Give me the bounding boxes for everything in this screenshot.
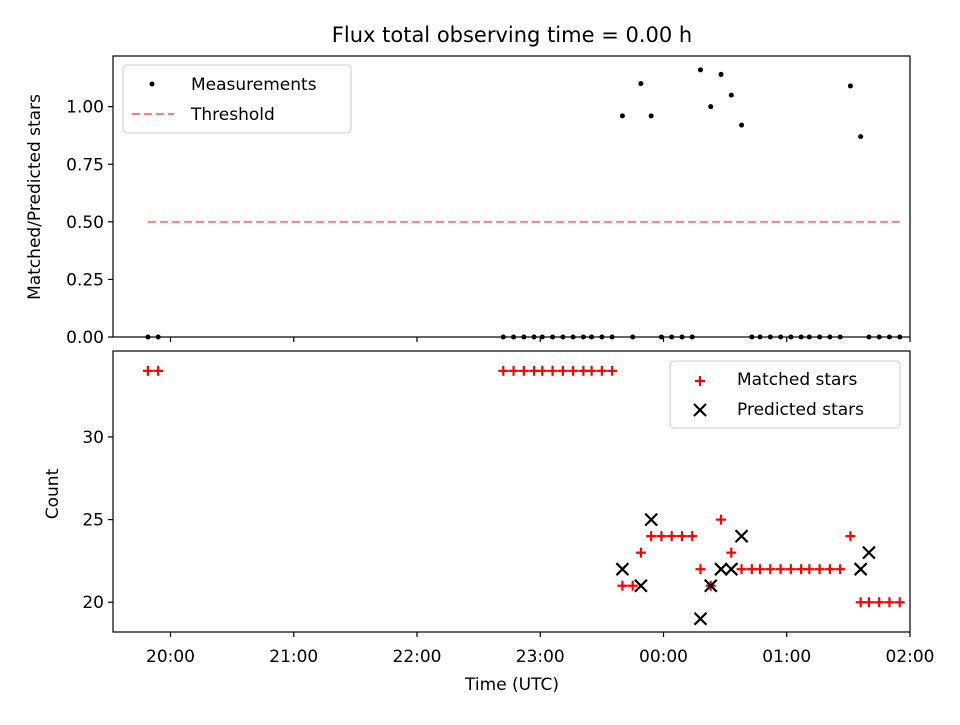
top-series-measurements bbox=[145, 67, 903, 340]
matched-star-point bbox=[687, 531, 698, 542]
top-legend: Measurements Threshold bbox=[122, 64, 352, 134]
matched-star-point bbox=[557, 365, 568, 376]
bottom-x-tick-label: 01:00 bbox=[762, 647, 811, 667]
matched-star-point bbox=[607, 365, 618, 376]
predicted-star-point bbox=[734, 529, 749, 543]
matched-star-point bbox=[765, 564, 776, 575]
matched-star-point bbox=[635, 547, 646, 558]
matched-legend-label: Matched stars bbox=[737, 370, 857, 390]
predicted-legend-label: Predicted stars bbox=[737, 400, 864, 420]
matched-star-point bbox=[586, 365, 597, 376]
measurements-legend-label: Measurements bbox=[191, 75, 317, 95]
bottom-y-axis-label: Count bbox=[43, 468, 63, 519]
matched-star-point bbox=[874, 597, 885, 608]
bottom-y-tick-label: 30 bbox=[82, 428, 104, 448]
predicted-star-point bbox=[862, 545, 876, 560]
measurement-point bbox=[708, 104, 714, 110]
matched-star-point bbox=[666, 531, 677, 542]
matched-star-point bbox=[547, 365, 558, 376]
bottom-plot-area: 20 25 30 20:00 21:00 22:00 23:00 00:00 01:00 02:0… bbox=[82, 350, 935, 667]
matched-star-point bbox=[804, 564, 815, 575]
bottom-series-matched-stars bbox=[142, 365, 905, 608]
measurement-point bbox=[847, 83, 853, 89]
top-legend-box bbox=[122, 64, 352, 134]
matched-star-point bbox=[656, 531, 667, 542]
top-y-tick-label: 0.25 bbox=[66, 270, 104, 290]
top-plot-area: 0.00 0.25 0.50 0.75 1.00 bbox=[66, 55, 911, 348]
bottom-legend: Matched stars Predicted stars bbox=[669, 360, 901, 429]
matched-star-point bbox=[835, 564, 846, 575]
matched-star-point bbox=[568, 365, 579, 376]
bottom-axes-frame bbox=[112, 350, 911, 633]
top-y-axis-label: Matched/Predicted stars bbox=[25, 94, 45, 300]
matched-star-point bbox=[884, 597, 895, 608]
matched-star-point bbox=[537, 365, 548, 376]
matched-star-point bbox=[518, 365, 529, 376]
top-y-tick-label: 1.00 bbox=[66, 98, 104, 118]
matched-star-point bbox=[736, 564, 747, 575]
bottom-legend-box bbox=[669, 360, 901, 429]
matched-star-point bbox=[508, 365, 519, 376]
bottom-series-predicted-stars bbox=[615, 512, 876, 626]
matched-star-point bbox=[845, 531, 856, 542]
bottom-x-tick-label: 21:00 bbox=[269, 647, 318, 667]
matched-star-point bbox=[824, 564, 835, 575]
measurement-point bbox=[739, 122, 745, 128]
matched-star-point bbox=[726, 547, 737, 558]
predicted-star-point bbox=[644, 512, 658, 527]
bottom-x-axis-label: Time (UTC) bbox=[464, 675, 559, 695]
threshold-legend-label: Threshold bbox=[190, 105, 275, 125]
bottom-y-tick-label: 20 bbox=[82, 593, 104, 613]
measurement-point bbox=[728, 92, 734, 98]
matched-star-point bbox=[142, 365, 153, 376]
matched-star-point bbox=[498, 365, 509, 376]
bottom-x-tick-label: 20:00 bbox=[146, 647, 195, 667]
matched-star-point bbox=[695, 564, 706, 575]
measurement-point bbox=[648, 113, 654, 119]
matched-star-point bbox=[716, 514, 727, 525]
matched-legend-marker bbox=[695, 376, 705, 386]
bottom-x-tick-label: 02:00 bbox=[886, 647, 935, 667]
measurements-legend-marker bbox=[149, 81, 155, 87]
measurement-point bbox=[718, 71, 724, 77]
matched-star-point bbox=[153, 365, 164, 376]
matched-star-point bbox=[863, 597, 874, 608]
predicted-star-point bbox=[853, 562, 868, 576]
predicted-legend-marker bbox=[693, 403, 707, 417]
matched-star-point bbox=[814, 564, 825, 575]
top-y-tick-label: 0.50 bbox=[66, 213, 104, 233]
bottom-y-tick-label: 25 bbox=[82, 511, 104, 531]
predicted-star-point bbox=[703, 578, 718, 593]
matched-star-point bbox=[676, 531, 687, 542]
measurement-point bbox=[638, 81, 644, 87]
bottom-x-tick-label: 00:00 bbox=[639, 647, 688, 667]
predicted-star-point bbox=[615, 562, 630, 576]
predicted-star-point bbox=[634, 578, 648, 593]
matched-star-point bbox=[596, 365, 607, 376]
matched-star-point bbox=[775, 564, 786, 575]
matched-star-point bbox=[646, 531, 657, 542]
predicted-star-point bbox=[714, 562, 728, 576]
matched-star-point bbox=[894, 597, 905, 608]
top-y-tick-label: 0.75 bbox=[66, 155, 104, 175]
top-axes-frame bbox=[112, 55, 911, 338]
top-y-tick-label: 0.00 bbox=[66, 328, 104, 348]
predicted-star-point bbox=[724, 562, 739, 576]
predicted-star-point bbox=[693, 611, 708, 626]
top-chart-title: Flux total observing time = 0.00 h bbox=[332, 23, 692, 47]
bottom-x-tick-label: 23:00 bbox=[516, 647, 565, 667]
bottom-x-tick-label: 22:00 bbox=[393, 647, 442, 667]
matched-star-point bbox=[617, 580, 628, 591]
matched-star-point bbox=[755, 564, 766, 575]
measurement-point bbox=[619, 113, 625, 119]
matched-star-point bbox=[785, 564, 796, 575]
matched-star-point bbox=[627, 580, 638, 591]
measurement-point bbox=[858, 134, 864, 140]
measurement-point bbox=[697, 67, 703, 73]
